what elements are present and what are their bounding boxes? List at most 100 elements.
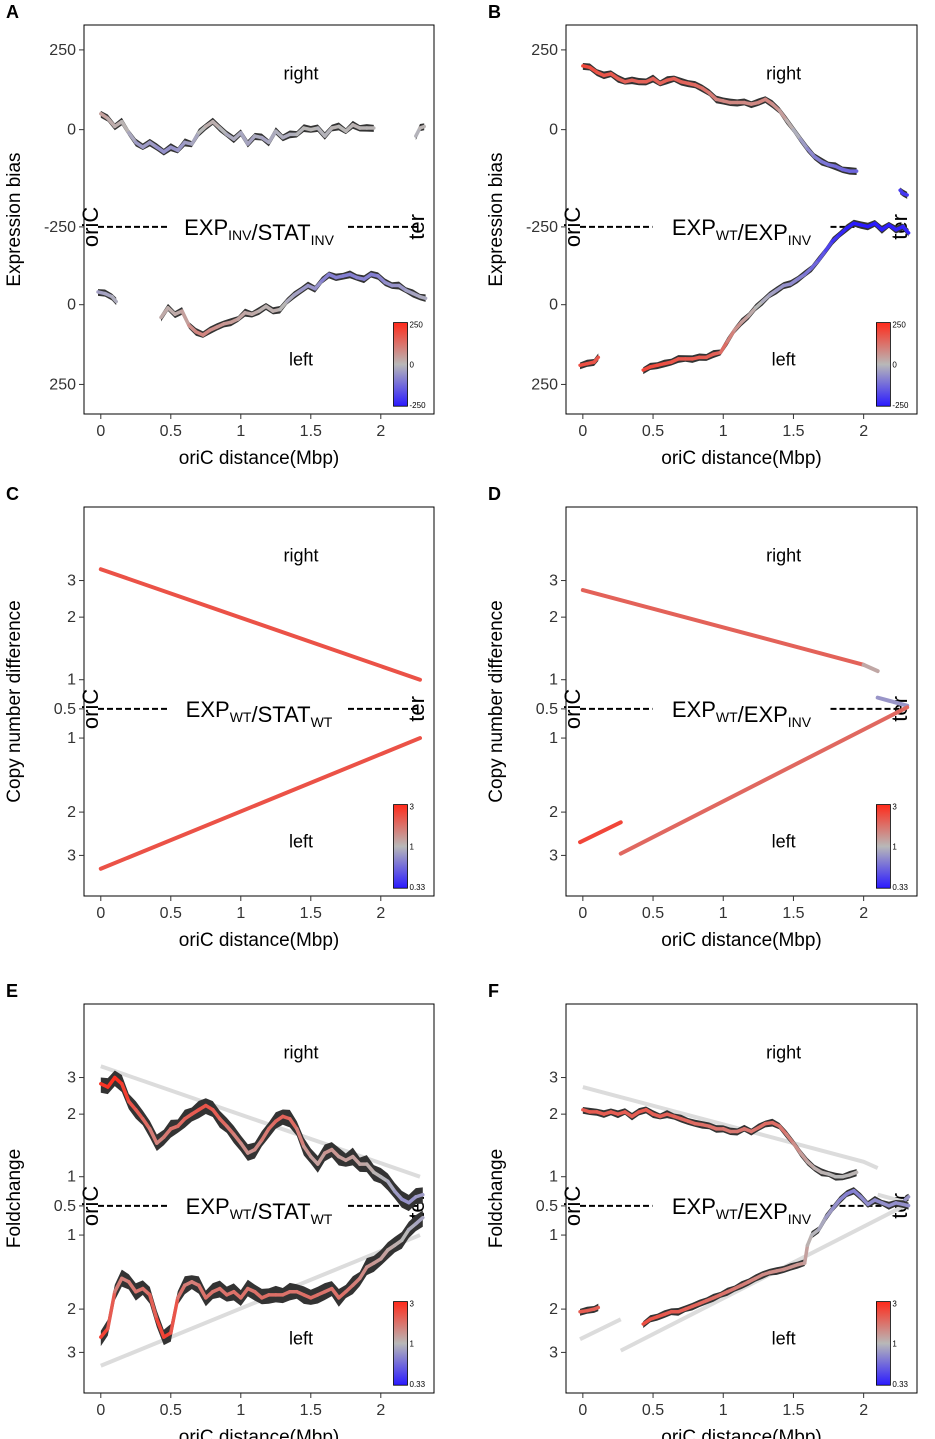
comparison-text: EXP xyxy=(672,1194,716,1219)
comparison-subscript: WT xyxy=(311,714,333,730)
colorbar-top-label: 3 xyxy=(410,1300,415,1309)
colorbar-bottom-label: 0.33 xyxy=(410,883,426,892)
left-arm-line-segment xyxy=(823,239,835,253)
x-tick-label: 0 xyxy=(578,905,587,922)
right-arm-line-segment xyxy=(127,1099,138,1112)
right-arm-line-segment xyxy=(316,1151,327,1166)
left-arm-line-segment xyxy=(239,1286,250,1300)
colorbar-mid-label: 0 xyxy=(892,360,897,369)
colorbar-bottom-label: 0.33 xyxy=(410,1380,426,1389)
left-arm-line-segment xyxy=(592,355,601,364)
comparison-text: EXP xyxy=(672,215,716,240)
right-arm-line-segment xyxy=(190,131,201,146)
x-tick-label: 1.5 xyxy=(300,423,322,440)
x-tick-label: 1 xyxy=(236,905,245,922)
right-arm-line-segment xyxy=(260,1127,271,1142)
confidence-ribbon xyxy=(100,1210,423,1347)
panel-B: B 250 0 -250 0 250 0 0.5 1 1.5 2 oriC distance(Mbp)… xyxy=(486,2,918,469)
right-arm-line-segment xyxy=(784,118,796,132)
x-tick-label: 2 xyxy=(376,905,385,922)
colorbar-mid-label: 0 xyxy=(410,360,415,369)
y-tick-label: 0.5 xyxy=(54,701,76,718)
panel-E: E 3 2 1 0.5 1 2 3 0 0.5 1 1.5 2 oriC distance(Mbp) Fol… xyxy=(4,981,435,1439)
left-arm-label: left xyxy=(772,349,796,369)
right-arm-line-segment xyxy=(232,1132,243,1145)
left-arm-label: left xyxy=(289,349,313,369)
oric-label: oriC xyxy=(560,207,585,247)
x-tick-label: 0 xyxy=(96,905,105,922)
left-arm-line-segment xyxy=(330,1286,341,1300)
colorbar-top-label: 3 xyxy=(410,803,415,812)
comparison-text: EXP xyxy=(186,1194,230,1219)
comparison-text: / xyxy=(251,1199,258,1224)
oric-label: oriC xyxy=(78,1186,103,1226)
right-arm-line-segment xyxy=(211,1107,222,1121)
right-arm-line-segment xyxy=(798,1151,810,1164)
y-tick-label: 3 xyxy=(67,847,76,864)
y-tick-label: 2 xyxy=(549,804,558,821)
y-axis-title: Copy number difference xyxy=(486,600,507,802)
comparison-label: EXPWT/STATWT xyxy=(186,1194,333,1227)
colorbar-bottom-label: -250 xyxy=(892,401,909,410)
right-arm-line-segment xyxy=(901,191,909,197)
left-arm-line-segment xyxy=(831,1198,842,1211)
left-arm-line-segment xyxy=(358,1265,369,1281)
right-arm-line-segment xyxy=(580,588,866,667)
left-arm-line-segment xyxy=(400,1227,411,1243)
x-tick-label: 1 xyxy=(719,905,728,922)
colorbar xyxy=(393,322,408,407)
x-axis-title: oriC distance(Mbp) xyxy=(179,930,340,951)
x-tick-label: 2 xyxy=(859,905,868,922)
left-arm-line-segment xyxy=(98,736,422,871)
left-arm-line-segment xyxy=(901,1202,911,1208)
confidence-ribbon xyxy=(161,270,426,338)
right-arm-line-segment xyxy=(106,116,117,129)
right-arm-line-segment xyxy=(239,1141,250,1155)
comparison-text: EXP xyxy=(744,220,788,245)
left-arm-line-segment xyxy=(169,1296,180,1335)
panel-letter-C: C xyxy=(6,484,19,504)
right-arm-line-segment xyxy=(323,126,334,138)
colorbar-top-label: 3 xyxy=(892,1300,897,1309)
x-axis-title: oriC distance(Mbp) xyxy=(179,448,340,469)
right-arm-line-segment xyxy=(777,108,789,122)
comparison-text: / xyxy=(738,1199,745,1224)
y-axis-title: Expression bias xyxy=(4,152,25,286)
y-tick-label: 1 xyxy=(549,1227,558,1244)
y-tick-label: 3 xyxy=(549,1070,558,1087)
right-arm-line-segment xyxy=(791,1141,803,1155)
left-arm-label: left xyxy=(772,1328,796,1348)
right-arm-line-segment xyxy=(875,695,910,708)
left-arm-line-segment xyxy=(805,1233,814,1247)
right-arm-line-segment xyxy=(365,1162,376,1175)
y-tick-label: 1 xyxy=(549,730,558,747)
right-arm-line-segment xyxy=(847,1170,859,1177)
comparison-text: STAT xyxy=(258,1199,311,1224)
colorbar xyxy=(876,1301,891,1386)
expected-fit-line xyxy=(582,1085,879,1170)
y-tick-label: 3 xyxy=(549,1344,558,1361)
comparison-text: EXP xyxy=(744,1199,788,1224)
right-arm-line-segment xyxy=(225,1124,236,1137)
right-arm-line-segment xyxy=(134,1107,145,1121)
panel-letter-F: F xyxy=(488,981,499,1001)
left-arm-line-segment xyxy=(148,1293,159,1322)
y-tick-label: 1 xyxy=(67,730,76,747)
comparison-subscript: INV xyxy=(788,232,812,248)
y-tick-label: 0 xyxy=(549,297,558,314)
panel-letter-D: D xyxy=(488,484,501,504)
y-tick-label: -250 xyxy=(526,219,558,236)
comparison-subscript: INV xyxy=(788,1211,812,1227)
panel-letter-E: E xyxy=(6,981,18,1001)
y-tick-label: 2 xyxy=(67,1106,76,1123)
colorbar-mid-label: 1 xyxy=(892,842,897,851)
comparison-subscript: WT xyxy=(311,1211,333,1227)
left-arm-line-segment xyxy=(718,339,730,355)
right-arm-line-segment xyxy=(295,1127,306,1149)
right-arm-label: right xyxy=(766,63,801,83)
plot-frame xyxy=(565,506,918,897)
y-tick-label: 3 xyxy=(67,1070,76,1087)
colorbar xyxy=(393,1301,408,1386)
right-arm-line-segment xyxy=(861,662,880,674)
left-arm-line-segment xyxy=(197,1283,208,1300)
